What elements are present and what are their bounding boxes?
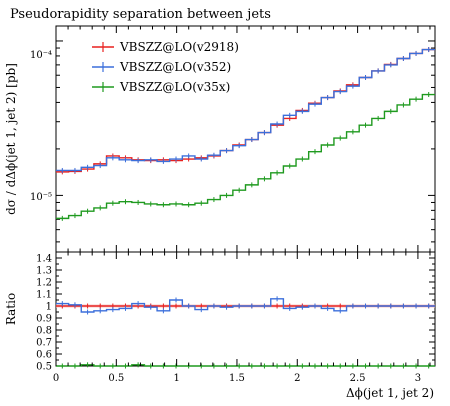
ratio-y-axis-label: Ratio [4, 293, 18, 325]
ratio-tick-label: 1.2 [36, 278, 52, 289]
ratio-tick-label: 1.1 [36, 290, 52, 301]
main-series-group [56, 47, 435, 221]
ratio-y-ticks: 0.50.60.70.80.911.11.21.31.4 [36, 254, 435, 373]
legend-label-v2918: VBSZZ@LO(v2918) [119, 40, 239, 54]
ratio-tick-label: 1 [46, 302, 52, 313]
main-y-ticks [56, 40, 435, 243]
x-tick-label: 2.5 [350, 373, 366, 384]
x-tick-label: 0 [53, 373, 59, 384]
y-axis-label: dσ / dΔϕ(jet 1, jet 2) [pb] [4, 63, 18, 215]
legend-entry-v2918: VBSZZ@LO(v2918) [92, 40, 239, 54]
y-tick-label-1e-4: 10⁻⁴ [30, 50, 52, 61]
y-tick-label-1e-5: 10⁻⁵ [30, 192, 52, 203]
main-series-line-1 [56, 48, 435, 172]
chart-title: Pseudorapidity separation between jets [10, 7, 271, 22]
ratio-series-line-2 [56, 364, 435, 367]
ratio-tick-label: 0.6 [36, 350, 52, 361]
ratio-series-group [56, 296, 435, 369]
ratio-tick-label: 0.9 [36, 314, 52, 325]
ratio-tick-label: 1.4 [36, 254, 52, 265]
ratio-tick-label: 1.3 [36, 266, 52, 277]
legend-entry-v35x: VBSZZ@LO(v35x) [92, 80, 230, 94]
x-tick-label: 1.5 [229, 373, 245, 384]
x-tick-label: 3 [415, 373, 421, 384]
legend-label-v35x: VBSZZ@LO(v35x) [119, 80, 230, 94]
x-tick-label: 2 [294, 373, 300, 384]
ratio-tick-label: 0.8 [36, 326, 52, 337]
legend-entry-v352: VBSZZ@LO(v352) [92, 60, 231, 74]
x-tick-label: 1 [173, 373, 179, 384]
ratio-tick-label: 0.7 [36, 338, 52, 349]
x-tick-label: 0.5 [108, 373, 124, 384]
legend: VBSZZ@LO(v2918) VBSZZ@LO(v352) VBSZZ@LO(… [92, 40, 239, 94]
x-ticks: 0 0.5 1 1.5 2 2.5 3 [53, 26, 431, 384]
ratio-tick-label: 0.5 [36, 362, 52, 373]
x-axis-label: Δϕ(jet 1, jet 2) [346, 386, 434, 400]
main-series-line-2 [56, 93, 435, 220]
legend-label-v352: VBSZZ@LO(v352) [119, 60, 231, 74]
